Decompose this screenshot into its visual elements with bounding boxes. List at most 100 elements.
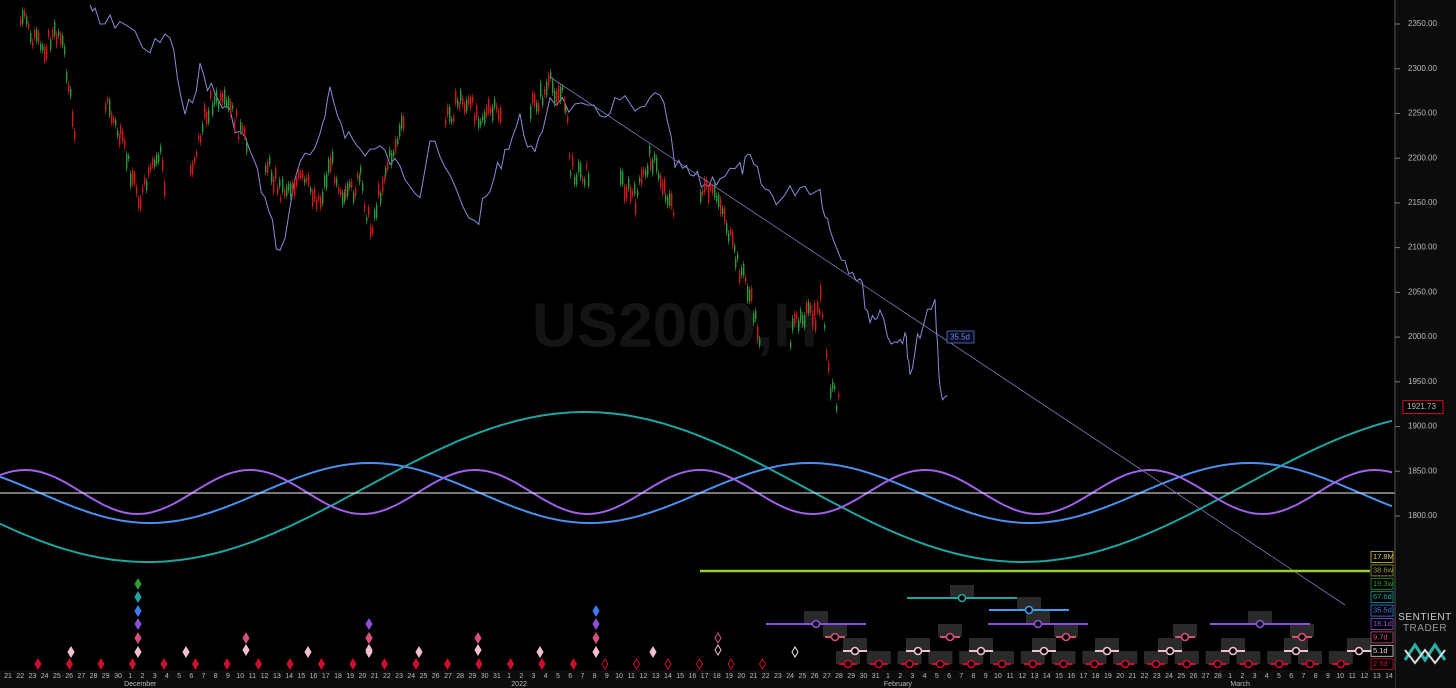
candle-body [624, 186, 626, 201]
marker-shade [1020, 651, 1045, 664]
candle-body [484, 112, 486, 124]
day-label: 9 [984, 673, 988, 680]
candle-body [662, 182, 664, 195]
candle-body [66, 72, 68, 82]
candle-body [669, 192, 671, 206]
candle-body [554, 91, 556, 105]
day-label: 23 [395, 673, 403, 680]
diamond-marker [536, 646, 544, 658]
day-label: 15 [1055, 673, 1063, 680]
candle-body [370, 226, 372, 237]
candle-body [24, 11, 26, 17]
diamond-marker [714, 632, 722, 644]
marker-shade [1026, 611, 1050, 624]
candle-body [665, 195, 667, 201]
candle-body [113, 118, 115, 124]
candle-body [128, 155, 130, 159]
candle-body [64, 46, 66, 55]
candle-body [355, 188, 357, 196]
day-label: 27 [77, 673, 85, 680]
day-label: 18 [334, 673, 342, 680]
candle-body [724, 208, 726, 223]
day-label: 1 [1228, 673, 1232, 680]
diamond-marker [242, 644, 250, 656]
day-label: 9 [1326, 673, 1330, 680]
day-label: 2 [519, 673, 523, 680]
cycle-label-box [1370, 644, 1394, 657]
candle-body [208, 110, 210, 123]
logo: SENTIENT TRADER [1398, 612, 1451, 665]
candle-body [340, 190, 342, 195]
candle-body [759, 338, 761, 346]
day-label: 29 [469, 673, 477, 680]
candle-body [336, 178, 338, 185]
candle-body [820, 286, 822, 300]
day-label: 26 [1190, 673, 1198, 680]
candle-body [708, 187, 710, 202]
candle-body [115, 119, 117, 126]
candle-body [232, 105, 234, 109]
candle-body [30, 33, 32, 42]
marker-ring [945, 632, 955, 642]
time-axis-panel [0, 670, 1395, 688]
marker-shade [928, 651, 953, 664]
cycle-label-box [1370, 551, 1394, 563]
wave-67 [0, 411, 1393, 563]
tick-label: 2000.00 [1408, 332, 1437, 341]
cycle-labels: 17.8M 38.6w 19.3w 67.6d 35.5d 18.1d 9.7d 5.1d 2.… [1370, 551, 1394, 671]
candle-body [819, 309, 821, 315]
candle-body [500, 108, 502, 123]
day-label: 22 [762, 673, 770, 680]
candle-body [572, 155, 574, 167]
candle-body [156, 154, 158, 164]
candle-body [462, 98, 464, 105]
candle-body [757, 326, 759, 341]
candle-body [466, 99, 468, 111]
day-label: 23 [29, 673, 37, 680]
candle-body [822, 314, 824, 318]
marker-ring [1033, 619, 1043, 629]
diamond-marker [365, 646, 373, 658]
candle-body [310, 188, 312, 193]
candle-body [382, 178, 384, 193]
candle-body [326, 174, 328, 188]
marker-ring [1102, 646, 1112, 656]
day-label: 3 [153, 673, 157, 680]
candle-body [755, 310, 757, 320]
candle-body [734, 245, 736, 251]
day-label: 26 [811, 673, 819, 680]
candle-body [397, 138, 399, 144]
candle-body [126, 154, 128, 169]
day-label: 2 [140, 673, 144, 680]
marker-ring [811, 619, 821, 629]
day-label: 21 [750, 673, 758, 680]
candle-body [704, 179, 706, 193]
candle-body [214, 96, 216, 105]
day-label: 5 [935, 673, 939, 680]
candle-body [628, 178, 630, 189]
candle-body [647, 165, 649, 176]
day-label: 14 [664, 673, 672, 680]
diamond-marker [286, 658, 294, 670]
marker-shade [1205, 651, 1230, 664]
day-label: 13 [1031, 673, 1039, 680]
day-label: 5 [1277, 673, 1281, 680]
candle-body [453, 116, 455, 122]
diamond-marker [134, 605, 142, 617]
candle-body [749, 289, 751, 302]
candle-body [832, 381, 834, 389]
candle-body [54, 22, 56, 37]
marker-ring [976, 646, 986, 656]
candle-body [393, 151, 395, 157]
day-label: 4 [1265, 673, 1269, 680]
diamond-marker [128, 658, 137, 670]
day-label: 28 [1214, 673, 1222, 680]
day-label: 11 [249, 673, 256, 680]
candle-body [812, 313, 814, 327]
marker-ring [1120, 659, 1130, 669]
candle-body [720, 199, 722, 214]
candle-body [478, 118, 480, 128]
candle-body [42, 44, 44, 51]
diamond-marker [365, 632, 373, 644]
